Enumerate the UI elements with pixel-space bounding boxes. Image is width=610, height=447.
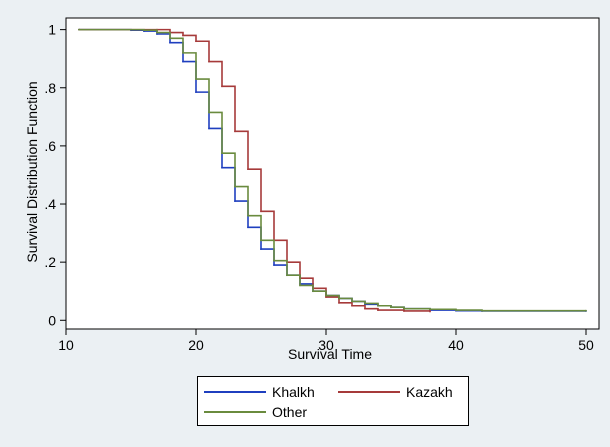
series-point-kazakh (260, 210, 262, 213)
series-point-kazakh (221, 85, 223, 88)
series-point-other (364, 302, 366, 305)
series-point-other (455, 309, 457, 312)
y-tick-label: 1 (48, 22, 56, 38)
series-point-kazakh (338, 301, 340, 304)
y-axis-title: Survival Distribution Function (24, 81, 40, 262)
series-point-other (234, 185, 236, 188)
series-point-kazakh (377, 309, 379, 312)
x-tick-label: 30 (318, 337, 334, 353)
series-point-kazakh (208, 60, 210, 63)
series-point-other (208, 111, 210, 114)
series-point-kazakh (182, 34, 184, 37)
series-point-other (377, 304, 379, 307)
series-point-other (273, 259, 275, 262)
series-point-other (78, 28, 80, 31)
axis-ticks: 10 20 30 40 50 0 .2 .4 .6 .8 1 (44, 22, 594, 353)
series-point-khalkh (221, 166, 223, 169)
y-tick-label: .6 (44, 138, 56, 154)
series-point-other (351, 300, 353, 303)
x-tick-label: 50 (578, 337, 594, 353)
series-point-kazakh (364, 307, 366, 310)
legend-swatch-other (204, 411, 266, 413)
legend-swatch-kazakh (338, 391, 400, 393)
legend-swatch-khalkh (204, 391, 266, 393)
series-line-kazakh (79, 28, 431, 312)
series-point-other (299, 284, 301, 287)
series-point-khalkh (195, 91, 197, 94)
y-tick-label: .4 (44, 196, 56, 212)
series-point-other (481, 309, 483, 312)
series-point-other (429, 308, 431, 311)
legend-item-khalkh: Khalkh (204, 383, 315, 401)
series-point-other (260, 239, 262, 242)
series-point-other (390, 306, 392, 309)
legend-label-other: Other (272, 404, 308, 420)
legend-label-kazakh: Kazakh (406, 384, 453, 400)
y-tick-label: 0 (48, 312, 56, 328)
series-point-other (182, 51, 184, 54)
x-tick-label: 20 (188, 337, 204, 353)
series-point-khalkh (169, 41, 171, 44)
series-point-other (143, 29, 145, 32)
series-layer (78, 28, 587, 313)
series-point-other (221, 152, 223, 155)
series-point-kazakh (351, 304, 353, 307)
series-point-other (403, 307, 405, 310)
series-point-other (156, 31, 158, 34)
series-point-other (169, 37, 171, 40)
series-point-kazakh (403, 310, 405, 312)
legend-label-khalkh: Khalkh (272, 384, 315, 400)
plot-area (65, 17, 600, 330)
legend: Khalkh Kazakh Other (197, 376, 469, 426)
series-point-other (247, 214, 249, 217)
series-point-kazakh (195, 40, 197, 43)
series-point-khalkh (234, 200, 236, 203)
series-point-other (195, 78, 197, 80)
series-point-khalkh (247, 226, 249, 229)
series-point-kazakh (325, 296, 327, 298)
series-point-khalkh (273, 264, 275, 266)
x-tick-label: 40 (448, 337, 464, 353)
x-axis-title: Survival Time (288, 346, 372, 362)
series-point-other (312, 290, 314, 293)
series-point-kazakh (234, 130, 236, 133)
series-point-khalkh (156, 33, 158, 35)
series-line-other (79, 28, 586, 312)
series-point-kazakh (247, 168, 249, 171)
y-tick-label: .8 (44, 80, 56, 96)
x-tick-label: 10 (58, 337, 74, 353)
series-point-khalkh (260, 248, 262, 250)
legend-item-kazakh: Kazakh (338, 383, 453, 401)
series-point-kazakh (429, 310, 431, 313)
series-point-khalkh (182, 60, 184, 63)
series-point-khalkh (208, 127, 210, 130)
y-tick-label: .2 (44, 254, 56, 270)
series-point-other (338, 297, 340, 300)
legend-item-other: Other (204, 403, 307, 421)
series-point-other (585, 309, 587, 312)
series-point-other (325, 294, 327, 297)
series-point-other (286, 274, 288, 277)
